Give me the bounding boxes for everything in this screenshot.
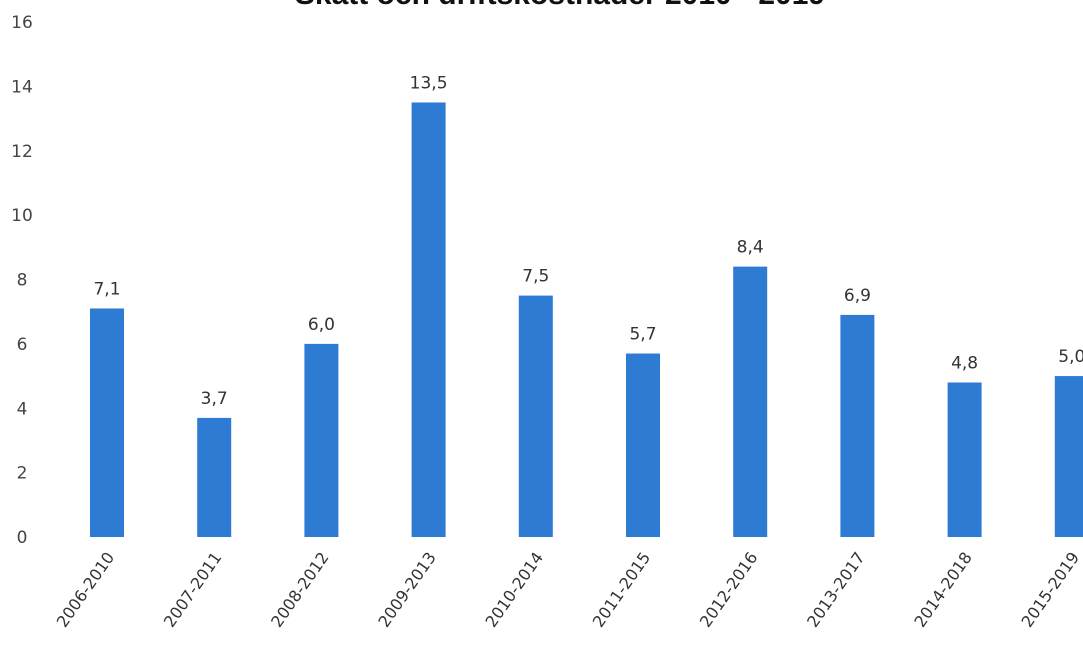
data-label: 8,4 — [737, 238, 764, 258]
bar-2011-2015 — [626, 353, 660, 537]
bar-2010-2014 — [518, 295, 553, 537]
bar-2007-2011 — [197, 417, 232, 537]
y-tick-label: 8 — [17, 271, 28, 291]
x-tick-label: 2014-2018 — [910, 548, 976, 630]
x-tick-label: 2010-2014 — [481, 548, 547, 630]
chart-title: Skatt och driftskostnader 2010 - 2019 — [295, 0, 825, 11]
x-tick-label: 2015-2019 — [1017, 548, 1083, 630]
x-tick-label: 2007-2011 — [160, 548, 226, 630]
y-tick-label: 4 — [17, 399, 28, 419]
x-tick-label: 2012-2016 — [696, 548, 762, 630]
data-label: 5,7 — [629, 325, 656, 345]
data-label: 7,5 — [522, 267, 549, 287]
data-label: 3,7 — [201, 389, 228, 409]
bar-2006-2010 — [90, 308, 124, 537]
y-tick-label: 12 — [11, 142, 33, 162]
bar-2008-2012 — [304, 343, 339, 537]
bars — [90, 102, 1083, 537]
x-tick-label: 2013-2017 — [803, 548, 869, 630]
y-axis: 0 2 4 6 8 10 12 14 16 — [11, 13, 33, 548]
bar-2012-2016 — [733, 266, 768, 537]
y-tick-label: 10 — [11, 206, 33, 226]
data-label: 5,0 — [1058, 347, 1083, 367]
y-tick-label: 2 — [17, 464, 28, 484]
data-label: 4,8 — [951, 354, 978, 374]
y-tick-label: 0 — [17, 528, 28, 548]
data-label: 7,1 — [93, 279, 120, 299]
x-tick-label: 2009-2013 — [374, 548, 440, 630]
x-tick-label: 2008-2012 — [267, 548, 333, 630]
bar-2013-2017 — [840, 314, 875, 537]
x-tick-label: 2011-2015 — [589, 548, 655, 630]
y-tick-label: 14 — [11, 77, 33, 97]
data-label: 13,5 — [410, 73, 448, 93]
data-label: 6,9 — [844, 286, 871, 306]
data-label: 6,0 — [308, 315, 335, 335]
bar-2014-2018 — [947, 382, 982, 537]
y-tick-label: 6 — [17, 335, 28, 355]
bar-2009-2013 — [411, 102, 446, 537]
x-axis: 2006-2010 2007-2011 2008-2012 2009-2013 2010… — [53, 548, 1083, 630]
y-tick-label: 16 — [11, 13, 33, 33]
x-tick-label: 2006-2010 — [53, 548, 119, 630]
bar-2015-2019 — [1054, 376, 1083, 537]
data-labels: 7,1 3,7 6,0 13,5 7,5 5,7 8,4 6,9 4,8 5,0 — [93, 73, 1083, 408]
